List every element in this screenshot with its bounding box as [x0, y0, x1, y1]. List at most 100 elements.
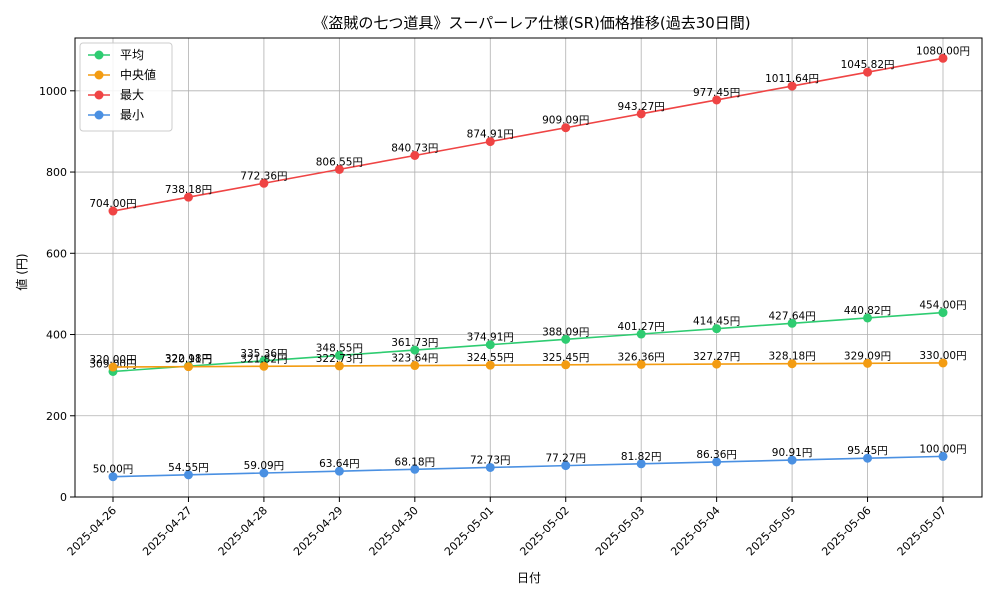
data-point	[108, 362, 118, 372]
legend-label: 平均	[120, 48, 144, 62]
data-label: 738.18円	[165, 184, 212, 196]
data-point	[561, 360, 571, 370]
legend-box	[79, 42, 173, 132]
y-tick-label: 800	[46, 166, 67, 179]
data-point	[863, 313, 873, 323]
series-2: 704.00円 738.18円 772.36円 806.55円 840.73円 874.9…	[89, 45, 970, 216]
y-tick-label: 400	[46, 329, 67, 342]
legend-swatch-marker	[94, 70, 104, 80]
data-label: 324.55円	[467, 352, 514, 364]
data-label: 454.00円	[919, 300, 966, 312]
legend-label: 中央値	[120, 67, 156, 82]
data-label: 361.73円	[391, 337, 438, 349]
data-point	[259, 361, 269, 371]
data-point	[183, 192, 193, 202]
series-3: 50.00円 54.55円 59.09円 63.64円 68.18円 72.73円 77.2…	[93, 443, 967, 482]
data-label: 440.82円	[844, 305, 891, 317]
data-label: 90.91円	[772, 447, 813, 459]
data-point	[938, 308, 948, 318]
data-point	[712, 95, 722, 105]
data-label: 326.36円	[618, 351, 665, 363]
data-label: 86.36円	[696, 449, 737, 461]
x-tick-label: 2025-05-05	[744, 504, 798, 558]
data-point	[410, 150, 420, 160]
data-label: 388.09円	[542, 326, 589, 338]
data-point	[712, 359, 722, 369]
data-label: 95.45円	[847, 445, 888, 457]
data-label: 330.00円	[919, 350, 966, 362]
data-point	[259, 178, 269, 188]
data-point	[334, 164, 344, 174]
data-label: 63.64円	[319, 458, 360, 470]
data-point	[334, 466, 344, 476]
series-line	[112, 455, 944, 478]
data-label: 325.45円	[542, 352, 589, 364]
data-label: 772.36円	[240, 170, 287, 182]
axes: 2025-04-26 2025-04-27 2025-04-28 2025-04-29…	[39, 37, 983, 558]
data-label: 874.91円	[467, 129, 514, 141]
data-point	[485, 137, 495, 147]
y-tick-label: 200	[46, 410, 67, 423]
data-point	[938, 451, 948, 461]
x-tick-label: 2025-04-26	[65, 504, 119, 558]
data-label: 1080.00円	[916, 45, 970, 57]
data-label: 323.64円	[391, 353, 438, 365]
data-point	[636, 459, 646, 469]
data-point	[863, 453, 873, 463]
data-label: 943.27円	[618, 101, 665, 113]
x-tick-label: 2025-05-04	[668, 504, 722, 558]
data-label: 1045.82円	[841, 59, 895, 71]
x-tick-label: 2025-04-27	[140, 504, 194, 558]
x-tick-label: 2025-05-01	[442, 504, 496, 558]
data-label: 1011.64円	[765, 73, 819, 85]
x-tick-label: 2025-05-07	[895, 504, 949, 558]
data-point	[712, 457, 722, 467]
data-label: 327.27円	[693, 351, 740, 363]
legend-label: 最小	[120, 108, 144, 122]
data-point	[787, 359, 797, 369]
data-point	[410, 464, 420, 474]
data-label: 977.45円	[693, 87, 740, 99]
data-label: 100.00円	[919, 443, 966, 455]
data-point	[485, 462, 495, 472]
data-point	[334, 361, 344, 371]
data-point	[712, 324, 722, 334]
data-label: 427.64円	[768, 310, 815, 322]
data-point	[259, 468, 269, 478]
data-label: 374.91円	[467, 332, 514, 344]
data-label: 72.73円	[470, 454, 511, 466]
data-point	[183, 470, 193, 480]
data-label: 54.55円	[168, 462, 209, 474]
chart-title: 《盗賊の七つ道具》スーパーレア仕様(SR)価格推移(過去30日間)	[313, 14, 750, 32]
x-tick-label: 2025-04-30	[367, 504, 421, 558]
x-tick-label: 2025-05-02	[517, 504, 571, 558]
x-tick-label: 2025-05-06	[819, 504, 873, 558]
data-label: 68.18円	[395, 456, 436, 468]
data-label: 322.73円	[316, 353, 363, 365]
data-label: 321.82円	[240, 353, 287, 365]
data-label: 320.00円	[89, 354, 136, 366]
series-line	[112, 57, 944, 212]
data-point	[561, 334, 571, 344]
data-label: 348.55円	[316, 342, 363, 354]
data-label: 401.27円	[618, 321, 665, 333]
data-point	[485, 340, 495, 350]
data-point	[787, 455, 797, 465]
legend-swatch-marker	[94, 110, 104, 120]
data-point	[410, 361, 420, 371]
series-layer: 309.00円322.18円335.36円348.55円361.73円374.9…	[89, 45, 970, 482]
y-tick-label: 0	[60, 491, 67, 504]
y-axis-label: 値 (円)	[14, 253, 29, 290]
data-point	[485, 360, 495, 370]
series-line	[112, 311, 944, 373]
data-point	[561, 461, 571, 471]
legend-label: 最大	[120, 88, 144, 102]
data-point	[334, 350, 344, 360]
legend-swatch-marker	[94, 50, 104, 60]
data-point	[636, 329, 646, 339]
data-label: 909.09円	[542, 115, 589, 127]
data-label: 320.91円	[165, 354, 212, 366]
data-label: 50.00円	[93, 464, 134, 476]
